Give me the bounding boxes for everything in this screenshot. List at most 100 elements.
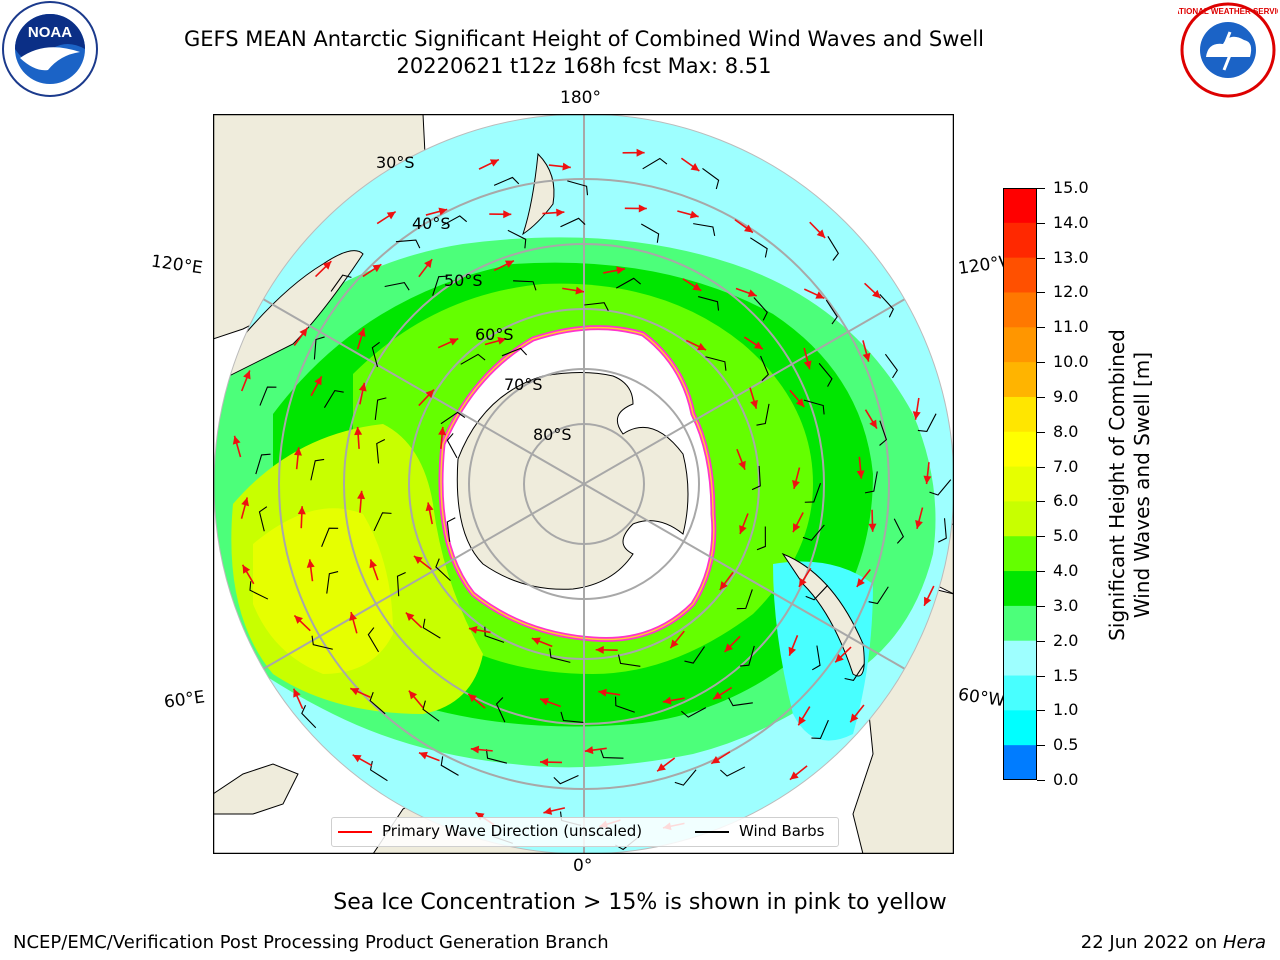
wind-barb xyxy=(326,571,339,594)
wave-direction-arrowhead xyxy=(744,224,753,233)
generation-date: 22 Jun 2022 on Hera xyxy=(1080,932,1266,953)
wave-direction-legend-label: Primary Wave Direction (unscaled) xyxy=(382,822,643,840)
wave-direction-arrowhead xyxy=(862,352,871,362)
colorbar-tick-label: 9.0 xyxy=(1053,386,1079,406)
lat-label-60s: 60°S xyxy=(475,325,514,344)
lat-label-50s: 50°S xyxy=(444,271,483,290)
wave-direction-arrowhead xyxy=(815,291,825,299)
wave-direction-arrowhead xyxy=(798,577,807,587)
colorbar-segment xyxy=(1003,327,1037,363)
lat-label-80s: 80°S xyxy=(533,425,572,444)
wind-barb xyxy=(513,280,537,291)
colorbar-segment xyxy=(1003,431,1037,468)
wave-direction-arrowhead xyxy=(449,338,459,346)
wind-barb xyxy=(446,517,456,542)
wave-direction-arrowhead xyxy=(438,426,447,436)
wave-direction-arrowhead xyxy=(294,447,302,456)
wave-direction-arrowhead xyxy=(503,210,512,219)
wave-direction-arrowhead xyxy=(738,460,746,470)
wind-barb xyxy=(255,453,271,475)
colorbar-tick-label: 4.0 xyxy=(1053,561,1079,581)
colorbar-tick-label: 1.5 xyxy=(1053,665,1079,685)
wave-direction-arrowhead xyxy=(543,807,553,815)
wind-barb xyxy=(929,479,952,496)
wave-direction-arrowhead xyxy=(856,578,865,587)
colorbar-segment xyxy=(1003,466,1037,502)
lon-label-120e: 120°E xyxy=(149,251,204,279)
wind-barb xyxy=(395,239,421,249)
wind-barb xyxy=(584,302,609,311)
wind-barb xyxy=(879,294,894,318)
wind-barb xyxy=(756,403,770,426)
wind-barb xyxy=(301,704,317,729)
colorbar-tick-label: 8.0 xyxy=(1053,421,1079,441)
wind-barb xyxy=(501,347,528,357)
wind-barb xyxy=(376,439,386,464)
wave-direction-arrowhead xyxy=(788,646,797,656)
colorbar-tick-mark xyxy=(1037,605,1045,607)
wind-barbs-legend-label: Wind Barbs xyxy=(739,822,825,840)
colorbar-tick-mark xyxy=(1037,327,1045,329)
colorbar-tick-mark xyxy=(1037,536,1045,538)
wind-barb xyxy=(484,626,505,643)
colorbar-tick-label: 7.0 xyxy=(1053,456,1079,476)
wave-direction-arrowhead xyxy=(713,691,722,700)
wave-direction-arrowhead xyxy=(690,163,700,171)
wave-direction-arrowhead xyxy=(322,261,332,270)
colorbar-tick-label: 12.0 xyxy=(1053,282,1089,302)
wind-barb xyxy=(818,363,833,387)
wave-direction-arrowhead xyxy=(241,497,250,507)
colorbar-segment xyxy=(1003,362,1037,398)
wave-direction-arrowhead xyxy=(803,360,812,370)
svg-text:NOAA: NOAA xyxy=(28,24,72,41)
nws-logo: NATIONAL WEATHER SERVICE xyxy=(1178,2,1278,98)
wave-direction-arrowhead xyxy=(915,520,923,529)
colorbar-tick-label: 13.0 xyxy=(1053,247,1089,267)
wind-barb xyxy=(384,282,410,291)
wave-direction-arrowhead xyxy=(689,210,699,219)
wind-barb xyxy=(681,707,707,718)
wave-direction-arrowhead xyxy=(711,755,721,764)
wind-barb xyxy=(560,711,584,723)
wind-barb xyxy=(507,229,527,249)
colorbar-segment xyxy=(1003,188,1037,224)
wave-direction-arrowhead xyxy=(408,690,418,700)
wind-barb xyxy=(422,618,441,639)
wave-direction-arrowhead xyxy=(306,559,315,568)
wave-direction-arrowhead xyxy=(232,435,241,445)
wave-direction-arrowhead xyxy=(299,327,308,337)
wave-direction-arrowhead xyxy=(662,696,672,705)
wind-barb xyxy=(802,524,825,541)
wind-barb xyxy=(485,749,508,764)
wave-direction-arrowhead xyxy=(747,289,757,297)
wind-barb xyxy=(249,581,269,600)
colorbar-tick-label: 0.0 xyxy=(1053,770,1079,789)
wind-barb xyxy=(811,719,829,740)
wave-direction-arrowhead xyxy=(798,716,806,726)
wind-barb xyxy=(615,696,635,713)
wave-direction-arrowhead xyxy=(868,523,877,532)
colorbar-tick-mark xyxy=(1037,710,1045,712)
wave-direction-arrowhead xyxy=(504,260,514,268)
wind-barb xyxy=(373,512,392,532)
wind-barb xyxy=(441,215,468,227)
colorbar-tick-mark xyxy=(1037,222,1045,224)
wave-direction-arrowhead xyxy=(616,266,625,275)
wind-barb xyxy=(396,571,406,597)
colorbar-tick-label: 2.0 xyxy=(1053,630,1079,650)
wave-direction-arrowhead xyxy=(350,687,360,696)
wind-barb xyxy=(435,558,451,582)
wave-direction-arrowhead xyxy=(816,229,826,238)
wave-direction-arrowhead xyxy=(575,286,584,295)
wind-barb xyxy=(549,648,571,663)
wind-barb xyxy=(323,389,344,408)
antarctica xyxy=(456,372,689,590)
colorbar-border xyxy=(1003,188,1037,780)
wave-direction-arrowhead xyxy=(539,758,549,767)
colorbar-tick-mark xyxy=(1037,501,1045,503)
colorbar-label: Significant Height of Combined Wind Wave… xyxy=(1105,329,1154,641)
wave-direction-arrowhead xyxy=(294,615,303,624)
wave-direction-arrowhead xyxy=(372,264,382,273)
wave-direction-arrowhead xyxy=(795,398,805,407)
colorbar-segment xyxy=(1003,396,1037,433)
